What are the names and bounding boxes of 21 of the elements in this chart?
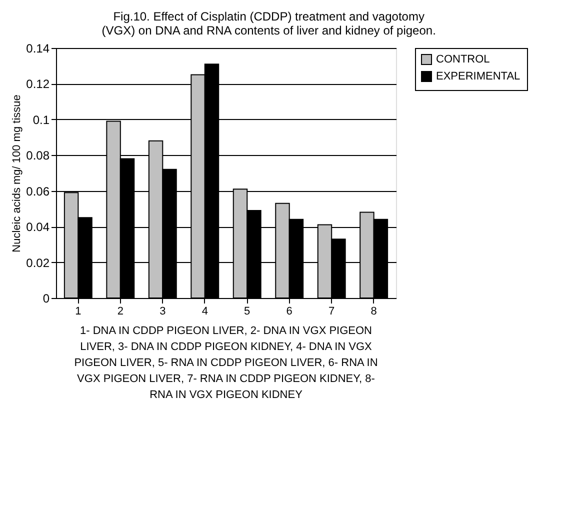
y-tick-label: 0.02 (26, 256, 50, 270)
x-tick-label: 4 (202, 306, 208, 318)
y-tick-label: 0.08 (26, 148, 50, 163)
y-tick-label: 0.06 (26, 184, 50, 198)
x-tick-label: 5 (244, 306, 250, 318)
x-tick-label: 3 (160, 306, 166, 318)
y-tick-label: 0.14 (26, 42, 50, 56)
x-tick-label: 6 (286, 306, 292, 318)
x-tick-label: 8 (370, 306, 377, 318)
y-tick-label: 0.12 (26, 77, 50, 92)
chart-title: Fig.10. Effect of Cisplatin (CDDP) treatment and vagotomy (VGX) on DNA and RNA contents of liver and kidney of pigeon. (102, 10, 436, 38)
x-tick-label: 2 (117, 306, 124, 318)
legend-label: EXPERIMENTAL (436, 70, 520, 82)
x-tick-label: 1 (75, 306, 82, 318)
text: 1- DNA IN CDDP PIGEON LIVER, 2- DNA IN VGX PIGEON LIVER, 3- DNA IN CDDP PIGEON KIDNEY, 4- DNA IN VGX PIGEON LIVER, 5- RNA IN CDDP PIGEON LIVER, 6- RNA IN VGX PIGEON LIVER, 7- RNA IN CDDP PIGEON KIDNEY, 8- RNA IN VGX PIGEON KIDNEY (74, 325, 378, 401)
y-tick-label: 0 (42, 292, 50, 306)
y-tick-label: 0.04 (26, 220, 50, 234)
x-tick-label: 7 (328, 306, 335, 318)
y-tick-label: 0.1 (32, 112, 50, 127)
legend-label: CONTROL (436, 54, 490, 66)
y-axis-title: Nucleic acids mg/ 100 mg tissue (11, 94, 24, 252)
